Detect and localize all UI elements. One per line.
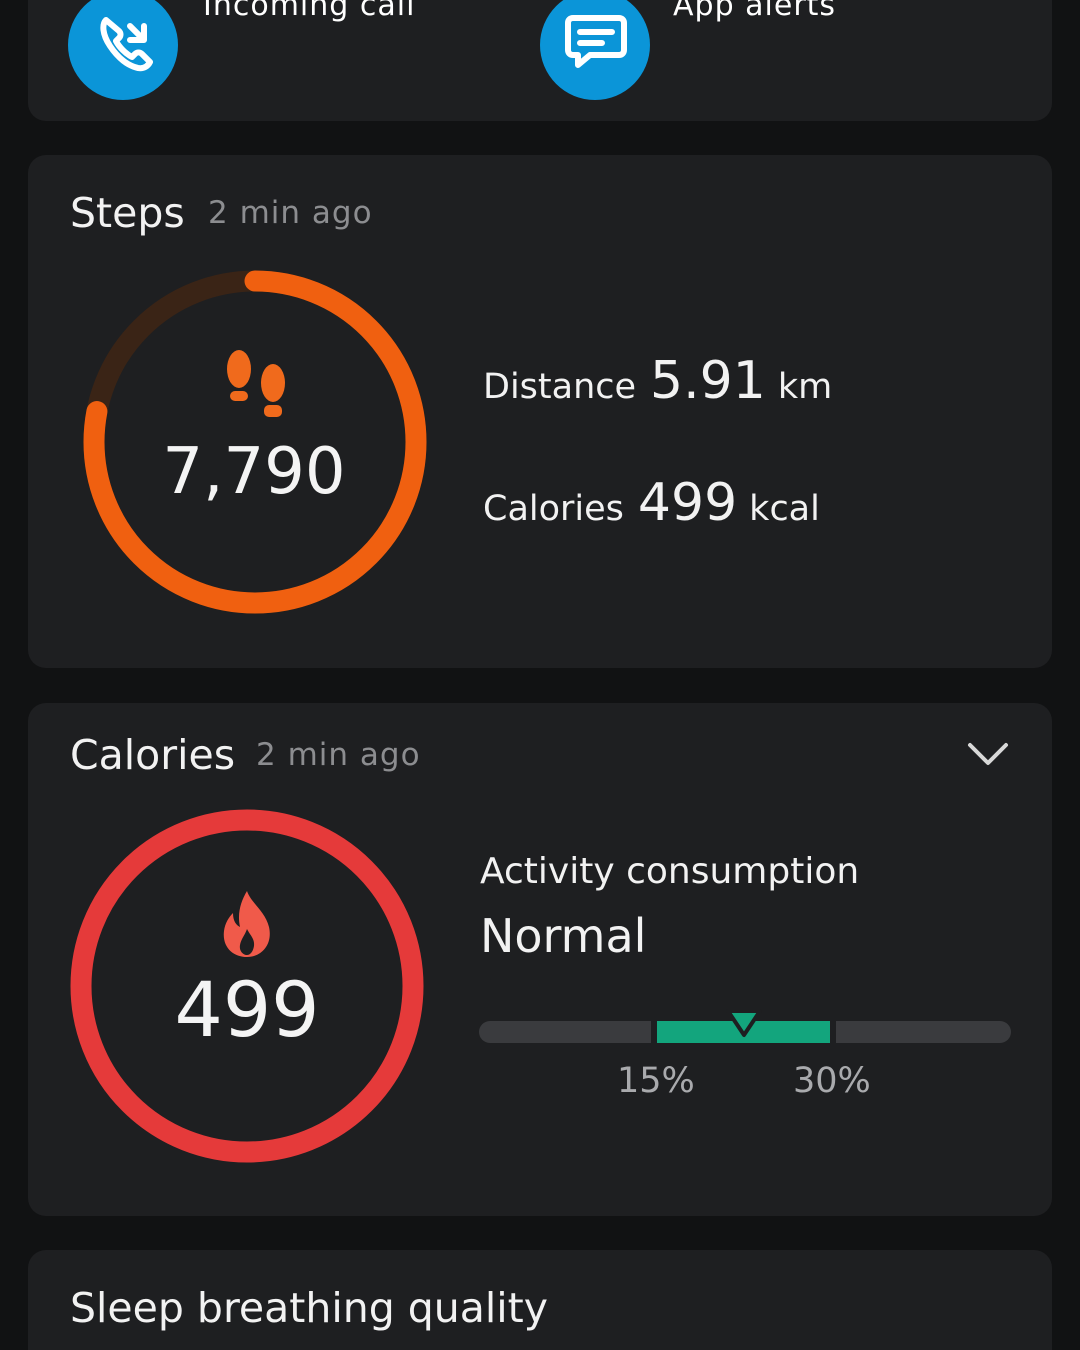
app-alerts-label: App alerts xyxy=(673,0,837,23)
steps-count: 7,790 xyxy=(162,435,346,509)
flame-icon xyxy=(223,891,270,957)
distance-unit: km xyxy=(777,367,833,407)
sleep-breathing-title: Sleep breathing quality xyxy=(70,1284,549,1332)
range-indicator-icon xyxy=(726,1009,762,1037)
steps-progress-ring xyxy=(83,270,427,614)
steps-card[interactable]: Steps 2 min ago 7,790 Distance 5.91 km Cal… xyxy=(28,155,1052,668)
range-bar-high xyxy=(836,1021,1011,1043)
incoming-call-label: Incoming call xyxy=(203,0,416,23)
step-calories-label: Calories xyxy=(483,489,624,529)
distance-row: Distance 5.91 km xyxy=(483,351,832,411)
step-calories-unit: kcal xyxy=(749,489,820,529)
activity-consumption-status: Normal xyxy=(480,909,647,963)
steps-title: Steps xyxy=(70,189,185,237)
distance-label: Distance xyxy=(483,367,637,407)
message-icon xyxy=(565,15,627,68)
calories-card[interactable]: Calories 2 min ago 499 Activity consumpt… xyxy=(28,703,1052,1216)
app-alerts-item[interactable]: App alerts xyxy=(540,0,960,100)
steps-updated-time: 2 min ago xyxy=(208,195,373,231)
calories-value: 499 xyxy=(174,965,320,1054)
distance-value: 5.91 xyxy=(650,351,766,411)
range-low-label: 15% xyxy=(617,1061,695,1101)
incoming-call-item[interactable]: Incoming call xyxy=(68,0,488,100)
range-bar-low xyxy=(479,1021,651,1043)
calories-ring xyxy=(70,809,424,1163)
sleep-breathing-card[interactable]: Sleep breathing quality xyxy=(28,1250,1052,1350)
activity-consumption-label: Activity consumption xyxy=(480,851,860,892)
range-high-label: 30% xyxy=(793,1061,871,1101)
notification-settings-card: Incoming call App alerts xyxy=(28,0,1052,121)
step-calories-row: Calories 499 kcal xyxy=(483,473,820,533)
steps-progress-arc xyxy=(83,270,427,614)
footprints-icon xyxy=(227,350,285,417)
calories-title: Calories xyxy=(70,731,236,779)
chevron-down-icon[interactable] xyxy=(966,739,1010,769)
app-alerts-icon-circle xyxy=(540,0,650,100)
phone-icon xyxy=(100,17,153,72)
incoming-call-icon-circle xyxy=(68,0,178,100)
step-calories-value: 499 xyxy=(637,473,738,533)
calories-updated-time: 2 min ago xyxy=(256,737,421,773)
